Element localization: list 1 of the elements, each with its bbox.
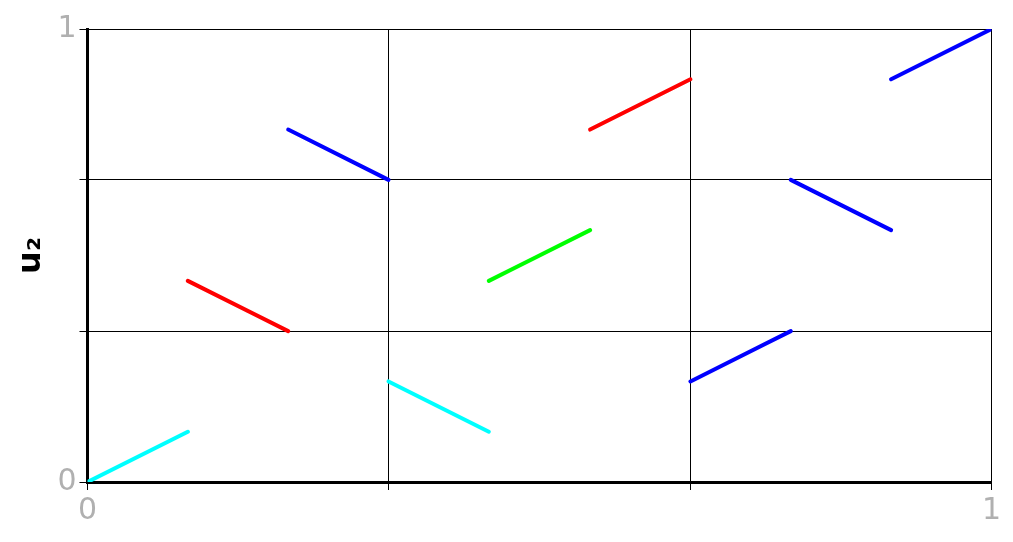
y-axis-title: u₂ <box>9 237 48 274</box>
